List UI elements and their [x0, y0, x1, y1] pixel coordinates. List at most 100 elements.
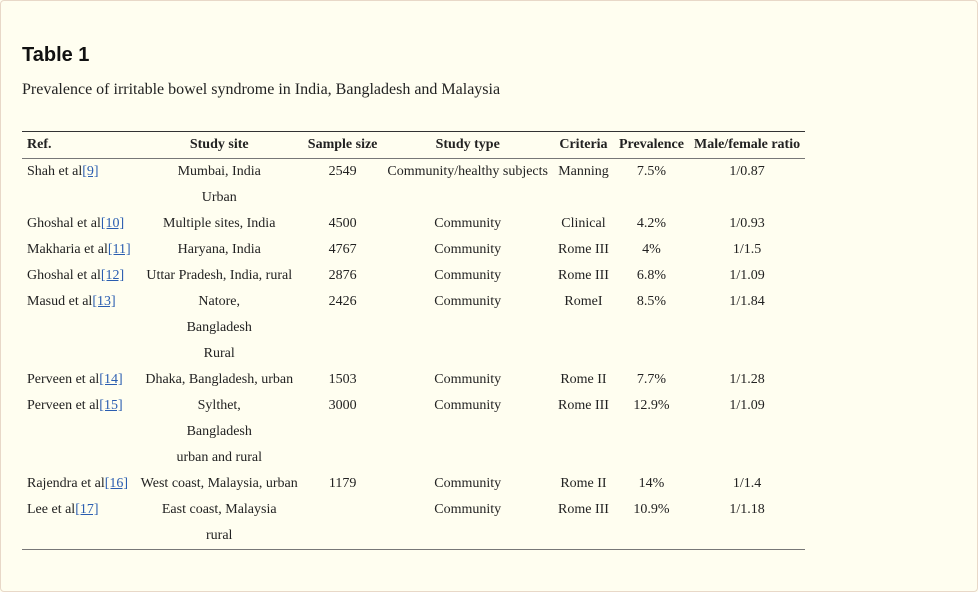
table-row: Ghoshal et al[10] Multiple sites, India 45…: [22, 211, 805, 237]
citation-link[interactable]: [11]: [107, 242, 131, 257]
cell-sample-size: 2549: [328, 164, 357, 179]
table-row: Lee et al[17] East coast, Malaysia rural Co…: [22, 497, 805, 550]
study-site-line: Bangladesh: [186, 320, 252, 335]
study-site-line: West coast, Malaysia, urban: [140, 476, 298, 491]
citation-link[interactable]: [14]: [99, 372, 123, 387]
cell-study-type: Community: [434, 242, 502, 257]
study-site-line: Dhaka, Bangladesh, urban: [145, 372, 294, 387]
cell-study-site: Dhaka, Bangladesh, urban: [136, 367, 303, 393]
cell-sample-size: [303, 497, 383, 550]
cell-criteria: Rome III: [558, 398, 609, 413]
citation-link[interactable]: [12]: [100, 268, 125, 283]
cell-prevalence: 10.9%: [633, 502, 670, 517]
study-site-line: Haryana, India: [177, 242, 261, 257]
cell-male-female-ratio: 1/1.09: [729, 398, 765, 413]
study-site-line: Urban: [201, 190, 237, 205]
citation-link[interactable]: [9]: [82, 164, 99, 179]
study-site-line: rural: [206, 528, 233, 543]
cell-study-type: Community: [434, 476, 502, 491]
ref-author: Ghoshal et al: [27, 268, 101, 283]
study-site-line: Uttar Pradesh, India, rural: [146, 268, 293, 283]
cell-criteria: Rome II: [560, 476, 607, 491]
header-criteria: Criteria: [553, 131, 614, 159]
cell-criteria: Rome III: [558, 268, 609, 283]
cell-male-female-ratio: 1/1.84: [729, 294, 765, 309]
cell-study-site: Mumbai, India Urban: [136, 159, 303, 212]
cell-study-type: Community: [434, 268, 502, 283]
cell-study-type: Community: [434, 372, 502, 387]
study-site-line: Multiple sites, India: [163, 216, 276, 231]
ref-author: Rajendra et al: [27, 476, 105, 491]
ref-author: Perveen et al: [27, 398, 100, 413]
cell-study-site: Multiple sites, India: [136, 211, 303, 237]
cell-ref: Perveen et al[15]: [22, 393, 136, 471]
cell-prevalence: 7.5%: [636, 164, 667, 179]
cell-sample-size: 2876: [328, 268, 357, 283]
cell-sample-size: 2426: [328, 294, 357, 309]
cell-prevalence: 4.2%: [636, 216, 667, 231]
table-row: Masud et al[13] Natore, Bangladesh Rural 242…: [22, 289, 805, 367]
cell-study-site: Uttar Pradesh, India, rural: [136, 263, 303, 289]
cell-sample-size: 1503: [328, 372, 357, 387]
table-row: Makharia et al[11] Haryana, India 4767 Comm…: [22, 237, 805, 263]
ref-author: Makharia et al: [27, 242, 108, 257]
table-row: Ghoshal et al[12] Uttar Pradesh, India, r…: [22, 263, 805, 289]
cell-criteria: Clinical: [561, 216, 606, 231]
header-male-female-ratio: Male/female ratio: [688, 131, 806, 159]
cell-sample-size: 1179: [328, 476, 357, 491]
citation-link[interactable]: [15]: [99, 398, 123, 413]
header-prevalence: Prevalence: [613, 131, 689, 159]
cell-criteria: Rome III: [558, 242, 609, 257]
prevalence-table: Ref. Study site Sample size Study type C…: [22, 131, 806, 550]
header-study-type: Study type: [382, 131, 553, 159]
header-ref: Ref.: [22, 131, 136, 159]
ref-author: Shah et al: [27, 164, 83, 179]
cell-ref: Masud et al[13]: [22, 289, 136, 367]
citation-link[interactable]: [10]: [100, 216, 125, 231]
cell-male-female-ratio: 1/0.93: [729, 216, 765, 231]
cell-criteria: Rome II: [560, 372, 607, 387]
ref-author: Lee et al: [27, 502, 76, 517]
table-header-row: Ref. Study site Sample size Study type C…: [22, 131, 806, 159]
cell-sample-size: 4500: [328, 216, 357, 231]
cell-prevalence: 14%: [638, 476, 665, 491]
cell-male-female-ratio: 1/1.09: [729, 268, 765, 283]
ref-author: Ghoshal et al: [27, 216, 101, 231]
citation-link[interactable]: [17]: [75, 502, 99, 517]
cell-prevalence: 6.8%: [636, 268, 667, 283]
cell-ref: Lee et al[17]: [22, 497, 136, 550]
citation-link[interactable]: [16]: [104, 476, 129, 491]
cell-ref: Shah et al[9]: [22, 159, 136, 212]
cell-criteria: Manning: [558, 164, 609, 179]
cell-criteria: RomeI: [564, 294, 603, 309]
citation-link[interactable]: [13]: [92, 294, 116, 309]
header-study-site: Study site: [135, 131, 303, 159]
cell-male-female-ratio: 1/0.87: [729, 164, 765, 179]
cell-study-type: Community: [434, 398, 502, 413]
cell-study-site: East coast, Malaysia rural: [136, 497, 303, 550]
cell-ref: Makharia et al[11]: [22, 237, 136, 263]
cell-prevalence: 4%: [642, 242, 661, 257]
study-site-line: Natore,: [198, 294, 241, 309]
cell-male-female-ratio: 1/1.28: [729, 372, 765, 387]
study-site-line: East coast, Malaysia: [161, 502, 277, 517]
cell-study-type: Community: [434, 502, 502, 517]
cell-study-site: Sylthet, Bangladesh urban and rural: [136, 393, 303, 471]
cell-sample-size: 4767: [328, 242, 357, 257]
cell-prevalence: 7.7%: [636, 372, 667, 387]
cell-prevalence: 8.5%: [636, 294, 667, 309]
header-sample-size: Sample size: [302, 131, 383, 159]
study-site-line: Sylthet,: [197, 398, 241, 413]
study-site-line: Rural: [203, 346, 235, 361]
table-heading: Table 1: [22, 44, 90, 66]
cell-ref: Perveen et al[14]: [22, 367, 136, 393]
cell-ref: Rajendra et al[16]: [22, 471, 136, 497]
table-row: Rajendra et al[16] West coast, Malaysia, …: [22, 471, 805, 497]
cell-study-site: West coast, Malaysia, urban: [136, 471, 303, 497]
cell-study-site: Haryana, India: [136, 237, 303, 263]
cell-study-site: Natore, Bangladesh Rural: [136, 289, 303, 367]
cell-male-female-ratio: 1/1.5: [732, 242, 762, 257]
table-body: Shah et al[9] Mumbai, India Urban 2549 Commu…: [22, 159, 805, 550]
cell-male-female-ratio: 1/1.4: [732, 476, 762, 491]
table-row: Shah et al[9] Mumbai, India Urban 2549 Commu…: [22, 159, 805, 212]
